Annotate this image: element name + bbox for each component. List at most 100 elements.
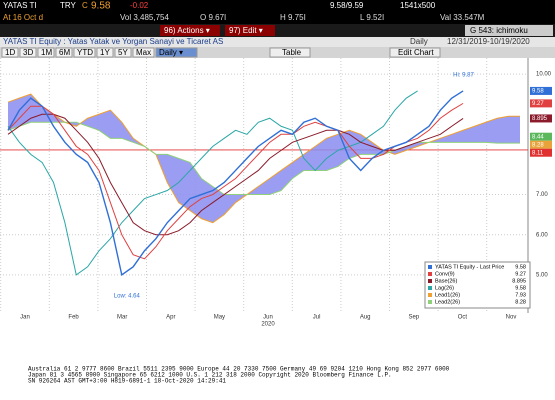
bid-ask: 9.58/9.59 (330, 1, 364, 10)
price-tag-label: 8.44 (532, 134, 544, 140)
range-button[interactable] (37, 47, 55, 58)
x-tick-label: Oct (458, 315, 468, 321)
legend-name: Lead1(26) (435, 292, 460, 298)
range-button[interactable] (132, 47, 155, 58)
x-tick-label: Sep (408, 315, 419, 321)
legend-box (424, 261, 531, 309)
edit-chart-button[interactable] (389, 47, 441, 58)
legend-swatch (428, 272, 432, 276)
legend-name: Base(26) (435, 278, 457, 284)
series-line (7, 113, 464, 236)
x-tick-label: Jun (263, 315, 273, 321)
price-tag (530, 148, 552, 157)
legend-value: 8.895 (512, 278, 526, 284)
range-button[interactable] (73, 47, 96, 58)
edit-button[interactable] (225, 25, 275, 36)
range-label: 1M (41, 48, 52, 57)
footer-line: SN 926264 AST GMT+3:00 H819-6891-1 18-Oc… (28, 378, 226, 385)
date-range: 12/31/2019-10/19/2020 (447, 37, 530, 46)
range-label: Daily ▾ (159, 48, 183, 57)
series-line (7, 93, 520, 224)
series-line (7, 102, 464, 260)
range-button[interactable] (1, 47, 19, 58)
legend-name: Conv(9) (435, 271, 455, 277)
change: -0.02 (130, 1, 149, 10)
range-button[interactable] (114, 47, 132, 58)
range-button[interactable] (96, 47, 114, 58)
security-name: YATAS TI Equity : Yatas Yatak ve Yorgan … (3, 37, 223, 46)
range-label: 1D (5, 48, 15, 57)
stat: Vol 3,485,754 (120, 13, 169, 22)
ticker: YATAS TI (3, 1, 37, 10)
menu-bar (0, 24, 555, 37)
footer: Australia 61 2 9777 8600 Brazil 5511 239… (28, 366, 450, 385)
actions-label: 96) Actions ▾ (164, 26, 210, 35)
screen-name: G 543: ichimoku (470, 26, 528, 35)
toolbar-buttons: 1D 3D 1M 6M YTD 1Y 5Y Max Daily ▾ (1, 47, 198, 58)
legend-swatch (428, 279, 432, 283)
price-tag (530, 114, 552, 123)
actions-button[interactable] (160, 25, 220, 36)
x-tick-label: Jul (313, 315, 321, 321)
x-tick-label: Aug (360, 315, 371, 321)
legend-value: 9.58 (515, 264, 526, 270)
range-button[interactable] (19, 47, 37, 58)
edit-label: 97) Edit ▾ (229, 26, 263, 35)
y-tick-label: 5.00 (536, 272, 548, 278)
x-tick-label: May (214, 315, 225, 321)
legend-swatch (428, 293, 432, 297)
range-button[interactable] (55, 47, 73, 58)
range-label: 5Y (118, 48, 128, 57)
table-label: Table (282, 48, 302, 57)
quote-bar (0, 0, 555, 24)
range-button[interactable] (155, 47, 198, 58)
legend-name: YATAS TI Equity - Last Price (435, 264, 504, 270)
legend-swatch (428, 300, 432, 304)
stat: O 9.67I (200, 13, 226, 22)
series-line (7, 90, 464, 277)
stats-row: At 16 Oct d Vol 3,485,754 O 9.67I H 9.75I L … (3, 13, 485, 22)
high-annotation: Hi: 9.87 (453, 73, 474, 79)
price-tag-label: 9.27 (532, 101, 544, 107)
last-label: C (82, 1, 88, 10)
screen-box (465, 25, 553, 36)
legend-swatch (428, 286, 432, 290)
currency: TRY (60, 1, 77, 10)
stat: L 9.52I (360, 13, 384, 22)
period: Daily (410, 37, 428, 46)
table-button[interactable] (269, 47, 311, 58)
legend-name: Lag(26) (435, 285, 454, 291)
stat: H 9.75I (280, 13, 306, 22)
price-tag-label: 8.28 (532, 142, 544, 148)
range-label: 3D (23, 48, 33, 57)
legend-value: 7.93 (515, 292, 526, 298)
chart: Jan Feb Mar Apr May Jun Jul Aug Sep Oct Nov 2020 10.… (0, 58, 555, 331)
y-tick-label: 6.00 (536, 232, 548, 238)
legend-value: 9.58 (515, 285, 526, 291)
x-tick-label: Jan (20, 315, 30, 321)
price-tag-label: 9.58 (532, 89, 544, 95)
legend-name: Lead2(26) (435, 299, 460, 305)
legend-value: 9.27 (515, 271, 526, 277)
low-annotation: Low: 4.64 (114, 294, 141, 300)
footer-line: Japan 81 3 4565 8900 Singapore 65 6212 1… (28, 372, 392, 379)
x-tick-label: Mar (117, 315, 127, 321)
price-tag (530, 99, 552, 108)
price-tag (530, 132, 552, 141)
edit-chart-label: Edit Chart (398, 48, 434, 57)
range-label: 1Y (100, 48, 110, 57)
price-tag-label: 8.895 (532, 116, 548, 122)
stat: At 16 Oct d (3, 13, 43, 22)
price-tag (530, 86, 552, 95)
x-tick-label: Apr (166, 315, 175, 321)
last-price: 9.58 (91, 1, 111, 12)
x-axis-label: 2020 (261, 322, 275, 328)
x-tick-label: Nov (506, 315, 517, 321)
series-line (7, 121, 520, 196)
x-tick-label: Feb (68, 315, 79, 321)
y-tick-label: 10.00 (536, 72, 552, 78)
legend-swatch (428, 265, 432, 269)
y-tick-label: 7.00 (536, 192, 548, 198)
size: 1541x500 (400, 1, 436, 10)
